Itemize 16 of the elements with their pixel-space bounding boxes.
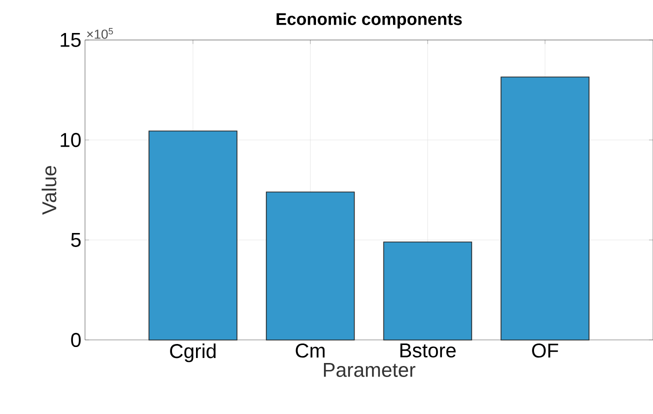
y-axis-title: Value bbox=[42, 166, 56, 215]
y-tick-label: 15 bbox=[60, 33, 81, 47]
bar bbox=[266, 192, 355, 340]
chart-title: Economic components bbox=[276, 12, 462, 28]
y-tick-label: 0 bbox=[71, 332, 81, 348]
bar bbox=[383, 242, 472, 340]
x-axis-title: Parameter bbox=[324, 363, 416, 377]
x-tick-label: Cgrid bbox=[170, 344, 216, 362]
bar bbox=[148, 130, 238, 340]
y-tick-label: 10 bbox=[60, 132, 81, 148]
x-tick-label: Cm bbox=[296, 344, 325, 358]
bar bbox=[500, 76, 590, 340]
y-tick-label: 5 bbox=[71, 233, 81, 247]
x-tick-label: OF bbox=[532, 344, 558, 358]
text: ×10$^{5}$ bbox=[87, 28, 113, 39]
x-tick-label: Bstore bbox=[400, 344, 456, 358]
